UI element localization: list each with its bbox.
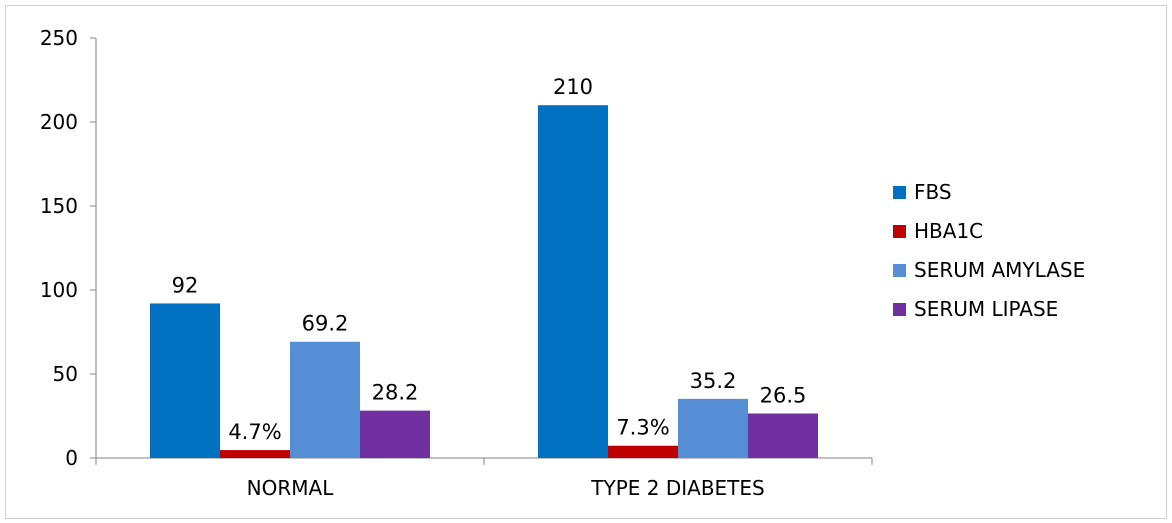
bar-serum-lipase: [748, 413, 818, 458]
bar-serum-amylase: [678, 399, 748, 458]
bar-serum-amylase: [290, 342, 360, 458]
x-category-label: NORMAL: [247, 476, 335, 500]
bar-fbs: [538, 105, 608, 458]
legend: FBS HBA1C SERUM AMYLASE SERUM LIPASE: [893, 180, 1085, 321]
legend-label: SERUM LIPASE: [914, 297, 1058, 321]
data-labels: 92 4.7% 69.2 28.2 210 7.3% 35.2 26.5: [172, 75, 807, 444]
legend-label: SERUM AMYLASE: [914, 258, 1085, 282]
legend-swatch: [893, 186, 906, 199]
legend-label: HBA1C: [914, 219, 983, 243]
bars: [150, 105, 818, 458]
y-tick-label: 150: [40, 194, 78, 218]
y-tick-label: 50: [53, 362, 78, 386]
x-category-label: TYPE 2 DIABETES: [590, 476, 764, 500]
data-label: 4.7%: [228, 420, 281, 444]
y-tick-label: 100: [40, 278, 78, 302]
bar-hba1c: [608, 446, 678, 458]
legend-swatch: [893, 225, 906, 238]
legend-swatch: [893, 264, 906, 277]
data-label: 35.2: [690, 369, 737, 393]
legend-swatch: [893, 303, 906, 316]
data-label: 92: [172, 273, 199, 297]
data-label: 210: [553, 75, 593, 99]
legend-label: FBS: [914, 180, 952, 204]
data-label: 69.2: [302, 312, 349, 336]
data-label: 26.5: [760, 383, 807, 407]
bar-hba1c: [220, 450, 290, 458]
bar-fbs: [150, 303, 220, 458]
data-label: 7.3%: [616, 416, 669, 440]
y-tick-label: 200: [40, 110, 78, 134]
bar-serum-lipase: [360, 411, 430, 458]
data-label: 28.2: [372, 381, 419, 405]
y-tick-label: 250: [40, 26, 78, 50]
y-tick-label: 0: [65, 446, 78, 470]
